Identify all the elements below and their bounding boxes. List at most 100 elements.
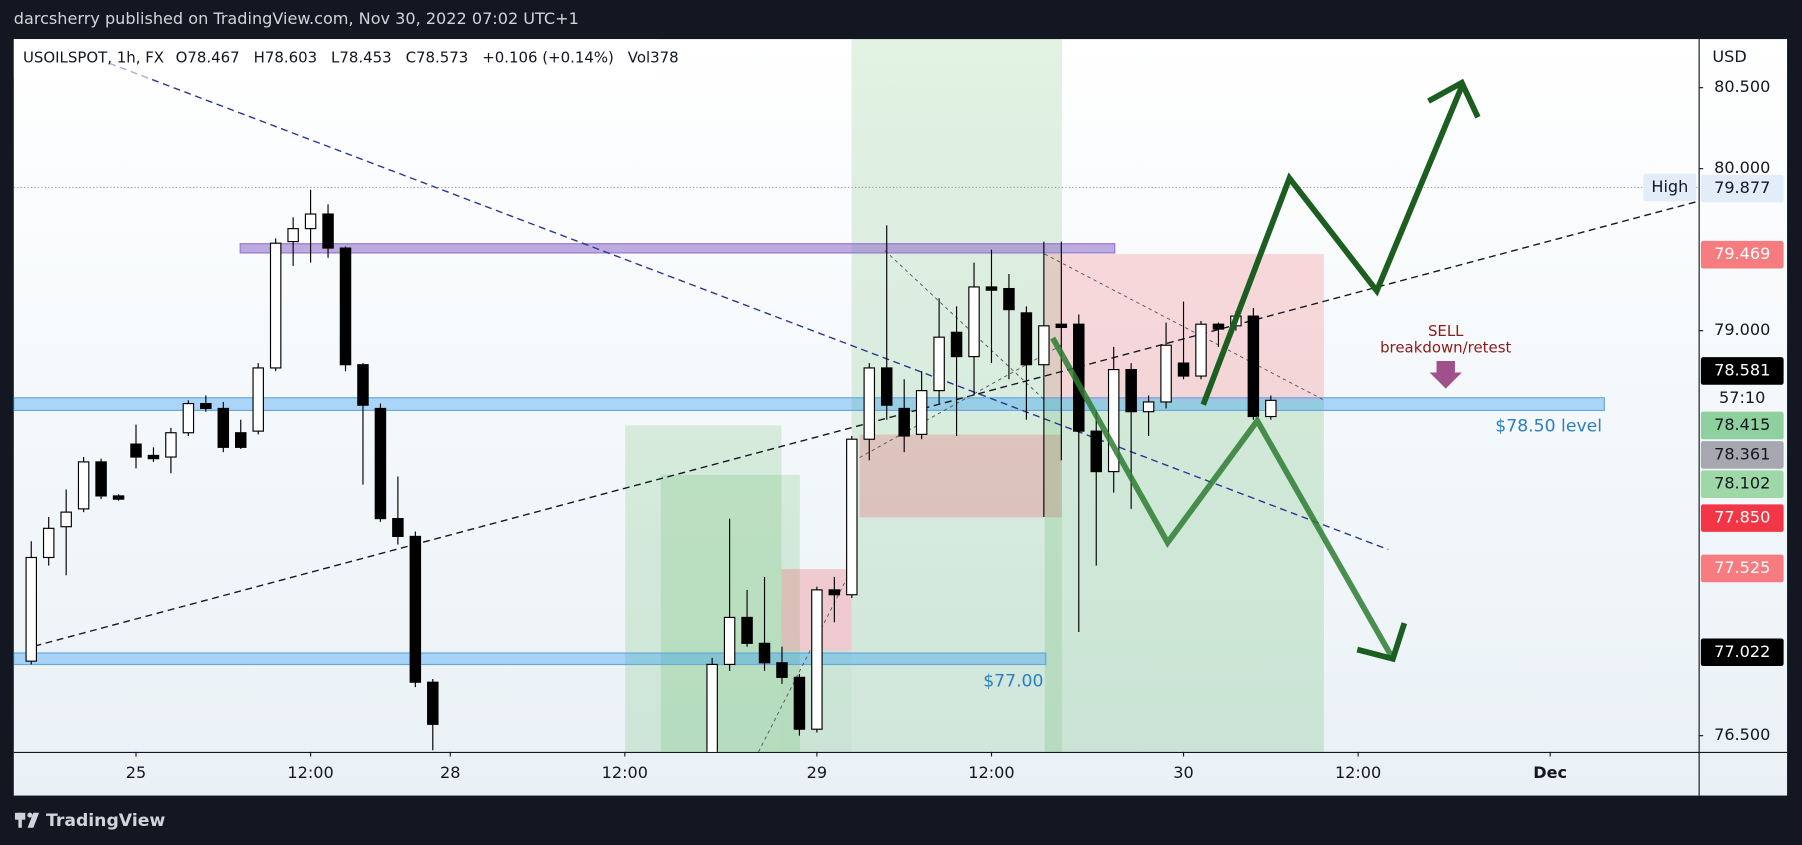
candle-body xyxy=(933,336,945,392)
price-label-box xyxy=(1700,638,1784,667)
candle-body xyxy=(427,681,439,725)
x-tick-label: 25 xyxy=(126,763,146,782)
ohlc: C78.573 xyxy=(406,49,469,67)
drawings xyxy=(13,39,1699,752)
high-tag xyxy=(1643,173,1697,202)
price-label-box xyxy=(1700,554,1784,583)
legend-bg xyxy=(13,39,658,79)
candle-body xyxy=(723,616,736,665)
bull-path xyxy=(1200,85,1465,406)
high-tag-text: High xyxy=(1651,177,1688,196)
candle-body xyxy=(95,461,107,497)
price-label-box xyxy=(1700,504,1784,532)
ohlc: L78.453 xyxy=(331,49,392,67)
candle-body xyxy=(915,390,928,435)
price-label: 78.102 xyxy=(1714,474,1770,493)
candle-body xyxy=(200,403,212,410)
candle-body xyxy=(392,518,404,537)
y-tick-label: 76.500 xyxy=(1714,725,1770,744)
price-label: 77.850 xyxy=(1714,508,1770,527)
x-tick-label: 12:00 xyxy=(287,763,333,782)
candle-body xyxy=(130,443,142,458)
scenario-arrows xyxy=(1050,78,1481,663)
candle-body xyxy=(950,331,963,358)
candle-body xyxy=(409,535,422,683)
price-label: 78.361 xyxy=(1714,444,1770,463)
candle-body xyxy=(287,228,299,243)
price-label: 78.581 xyxy=(1714,360,1770,379)
x-tick-label: 30 xyxy=(1173,763,1193,782)
candle-body xyxy=(112,495,125,500)
candle-body xyxy=(77,461,90,510)
candle-body xyxy=(846,438,858,596)
candle-body xyxy=(968,286,980,358)
candle-body xyxy=(42,527,55,559)
candle-body xyxy=(985,286,998,291)
candle-body xyxy=(147,454,160,460)
symbol: USOILSPOT, 1h, FX xyxy=(23,49,164,67)
level-label: $78.50 level xyxy=(1495,417,1602,437)
logo xyxy=(18,812,22,828)
sell-label: SELL xyxy=(1428,322,1464,340)
axes: 80.500 80.000 79.000 76.500 25 12:00 28 12:00 29… xyxy=(126,77,1784,782)
brand: TradingView xyxy=(14,811,165,831)
guide-line xyxy=(884,250,1045,401)
arrow-head xyxy=(1427,78,1481,119)
arrow-head xyxy=(1356,622,1408,663)
candle-body xyxy=(898,407,910,437)
brand-name: TradingView xyxy=(46,811,165,831)
price-label: 77.022 xyxy=(1714,642,1770,661)
candle-body xyxy=(339,247,352,366)
candle-body xyxy=(182,403,195,434)
candle-body xyxy=(811,589,823,730)
price-label-box xyxy=(1700,240,1784,269)
candle-body xyxy=(1212,323,1225,330)
candle-body xyxy=(1107,368,1120,473)
candle-body xyxy=(304,213,317,230)
candle-body xyxy=(880,367,893,406)
y-tick-label: 79.000 xyxy=(1714,320,1770,339)
candle-body xyxy=(269,242,282,369)
candle-body xyxy=(828,589,841,596)
publisher: darcsherry published on TradingView.com,… xyxy=(14,9,579,28)
logo xyxy=(27,812,33,818)
candle-body xyxy=(1125,368,1137,413)
price-label-box xyxy=(1700,441,1784,469)
level-label: $77.00 xyxy=(983,672,1043,692)
level-band xyxy=(13,652,1047,666)
target-zone xyxy=(1044,400,1324,752)
candle-body xyxy=(1038,325,1050,366)
candle-body xyxy=(1195,323,1207,377)
countdown: 57:10 xyxy=(1719,388,1765,407)
price-label: 79.469 xyxy=(1714,244,1770,263)
candle-body xyxy=(1090,430,1102,473)
trend-line xyxy=(108,62,1389,551)
long-zone xyxy=(660,474,800,752)
candle-body xyxy=(1265,399,1277,418)
bear-path xyxy=(1050,336,1396,661)
level-band xyxy=(13,397,1605,412)
sell-arrow xyxy=(1429,360,1462,389)
guide-line xyxy=(1044,253,1325,401)
long-zone xyxy=(625,425,782,752)
candle-body xyxy=(217,407,230,448)
price-label-box xyxy=(1700,470,1784,499)
candle-body xyxy=(1160,344,1172,403)
candle-body xyxy=(322,213,334,249)
candle-body xyxy=(235,432,247,448)
y-tick-label: 80.500 xyxy=(1714,77,1770,96)
risk-zone xyxy=(859,434,1062,518)
price-label: 78.415 xyxy=(1714,415,1770,434)
candle-body xyxy=(1177,362,1190,377)
price-label-box xyxy=(1700,357,1784,385)
candle-body xyxy=(357,364,369,406)
x-tick-label: Dec xyxy=(1533,763,1567,782)
candle-body xyxy=(60,511,72,528)
volume: Vol378 xyxy=(628,49,679,67)
sell-note: breakdown/retest xyxy=(1380,338,1511,356)
y-tick-label: 80.000 xyxy=(1714,158,1770,177)
candle-body xyxy=(374,407,387,520)
price-label: 77.525 xyxy=(1714,558,1770,577)
candle-body xyxy=(1142,401,1155,413)
candle-body xyxy=(25,556,37,662)
